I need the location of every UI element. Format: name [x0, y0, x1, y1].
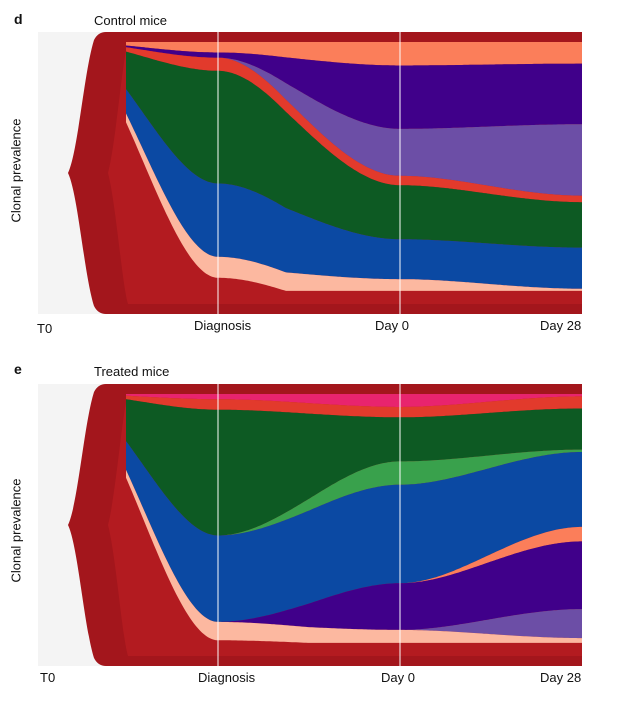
- clone-band-lavender: [126, 47, 582, 196]
- tick-day28: Day 28: [540, 318, 582, 333]
- panel-title-control: Control mice: [94, 13, 167, 28]
- tick-t0: T0: [40, 670, 56, 685]
- tick-diagnosis: Diagnosis: [198, 670, 256, 685]
- clone-band-blue: [126, 441, 582, 622]
- clone-band-light_green: [126, 441, 582, 536]
- panel-label-e: e: [14, 361, 22, 377]
- clone-band-salmon: [126, 42, 582, 66]
- tick-diagnosis: Diagnosis: [194, 318, 252, 333]
- fishplot-treated: [38, 384, 582, 666]
- clone-band-purple: [126, 45, 582, 129]
- clone-band-red: [126, 395, 582, 418]
- clone-band-lavender: [126, 469, 582, 639]
- clone-band-red: [126, 47, 582, 203]
- fishplot-control: [38, 32, 582, 314]
- tick-day0: Day 0: [375, 318, 409, 333]
- clone-band-green: [126, 399, 582, 536]
- y-axis-label: Clonal prevalence: [8, 118, 24, 223]
- clone-band-pink: [126, 394, 582, 407]
- tick-day28: Day 28: [540, 670, 582, 685]
- panel-control: d Control mice Clonal prevalence T0 Diag…: [0, 0, 628, 345]
- y-axis-label: Clonal prevalence: [8, 478, 24, 583]
- clone-band-purple: [126, 469, 582, 630]
- tick-t0: T0: [37, 321, 53, 336]
- clone-band-green: [126, 51, 582, 248]
- panel-title-treated: Treated mice: [94, 364, 170, 379]
- panel-label-d: d: [14, 11, 23, 27]
- clone-band-blue: [126, 89, 582, 289]
- panel-treated: e Treated mice Clonal prevalence T0 Diag…: [0, 355, 628, 700]
- tick-day0: Day 0: [381, 670, 415, 685]
